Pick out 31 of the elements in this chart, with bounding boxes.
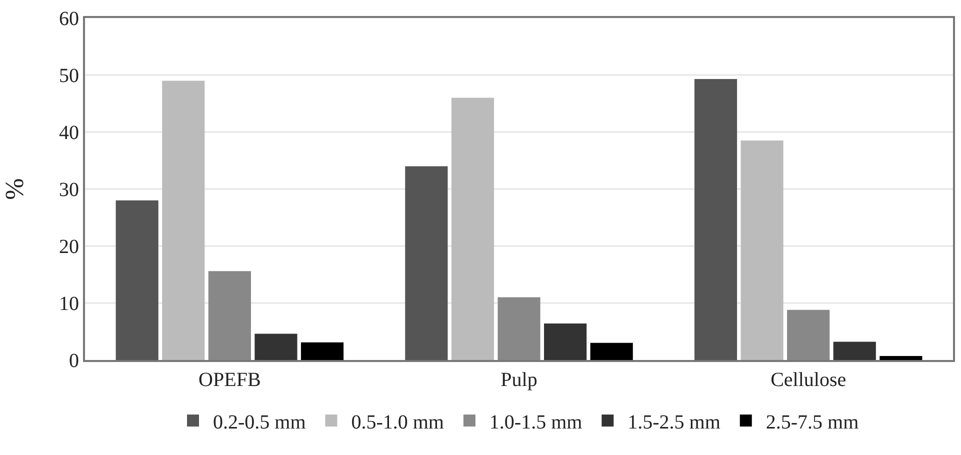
x-tick-label: Cellulose xyxy=(770,369,846,391)
bar xyxy=(544,324,587,360)
legend-label: 1.5-2.5 mm xyxy=(628,411,721,434)
y-axis-title: % xyxy=(0,178,29,200)
bar xyxy=(116,200,158,360)
legend-label: 2.5-7.5 mm xyxy=(766,411,860,434)
bar xyxy=(498,297,540,360)
x-tick-label: Pulp xyxy=(500,369,538,391)
bar xyxy=(833,342,876,360)
bar xyxy=(787,310,830,360)
bar xyxy=(254,334,298,360)
y-tick-label: 10 xyxy=(59,293,79,315)
bar xyxy=(208,271,251,360)
y-tick-label: 0 xyxy=(69,350,79,372)
bar xyxy=(694,78,738,360)
y-tick-label: 30 xyxy=(59,179,79,201)
x-tick-label: OPEFB xyxy=(198,369,261,391)
bar xyxy=(405,166,448,360)
y-tick-label: 20 xyxy=(59,236,79,258)
legend-label: 0.2-0.5 mm xyxy=(213,411,306,434)
legend-label: 0.5-1.0 mm xyxy=(351,411,444,434)
bar xyxy=(740,140,784,360)
bar xyxy=(162,80,205,360)
bar xyxy=(880,356,922,360)
bar xyxy=(300,342,344,360)
bar xyxy=(590,342,633,360)
bar xyxy=(451,98,494,360)
y-tick-label: 40 xyxy=(59,122,79,144)
legend-label: 1.0-1.5 mm xyxy=(489,411,583,434)
y-tick-label: 50 xyxy=(59,65,79,87)
y-tick-label: 60 xyxy=(59,8,79,30)
